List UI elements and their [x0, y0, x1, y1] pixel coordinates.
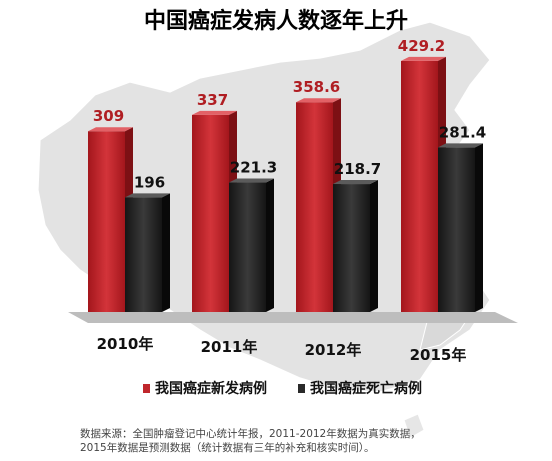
category-label-1: 2011年 [201, 338, 258, 356]
bar-side [370, 180, 378, 312]
bar-top [229, 178, 274, 183]
source-note-line2: 2015年数据是预测数据（统计数据有三年的补充和核实时间）。 [80, 441, 374, 454]
value-label-death-0: 196 [134, 173, 165, 191]
bar-death-3 [438, 143, 483, 312]
chart-title: 中国癌症发病人数逐年上升 [144, 8, 408, 34]
bar-front [401, 60, 438, 312]
bar-top [401, 56, 446, 61]
bar-top [438, 143, 483, 148]
legend-swatch-new [143, 384, 150, 393]
bar-top [296, 98, 341, 103]
bar-front [192, 114, 229, 312]
value-labels-layer: 309 196 337 221.3 358.6 218.7 429.2 281.4 [93, 37, 486, 191]
value-label-new-2: 358.6 [293, 78, 340, 96]
legend-label-death: 我国癌症死亡病例 [310, 380, 422, 397]
value-label-new-3: 429.2 [398, 37, 445, 55]
value-label-death-2: 218.7 [334, 160, 381, 178]
bar-death-1 [229, 178, 274, 312]
bars-layer [88, 56, 483, 313]
category-label-3: 2015年 [410, 346, 467, 364]
bar-top [88, 127, 133, 132]
bar-side [162, 193, 170, 312]
value-label-death-1: 221.3 [230, 159, 277, 177]
bar-front [333, 184, 370, 312]
bar-front [438, 147, 475, 312]
bar-front [88, 131, 125, 312]
value-label-new-1: 337 [197, 91, 228, 109]
bar-top [333, 180, 378, 185]
legend-label-new: 我国癌症新发病例 [155, 380, 267, 397]
bar-front [229, 182, 266, 312]
source-note-line1: 数据来源：全国肿瘤登记中心统计年报，2011-2012年数据为真实数据， [80, 427, 421, 440]
bar-side [266, 178, 274, 312]
bar-top [192, 110, 237, 115]
chart-floor [68, 312, 518, 323]
category-labels-layer: 2010年 2011年 2012年 2015年 [97, 335, 467, 364]
legend: 我国癌症新发病例 我国癌症死亡病例 [143, 380, 422, 397]
value-label-new-0: 309 [93, 107, 124, 125]
category-label-2: 2012年 [305, 341, 362, 359]
bar-new-0 [88, 127, 133, 312]
legend-swatch-death [298, 384, 305, 393]
bar-front [125, 197, 162, 312]
bar-death-2 [333, 180, 378, 312]
value-label-death-3: 281.4 [439, 123, 486, 141]
bar-side [475, 143, 483, 312]
bar-death-0 [125, 193, 170, 312]
bar-front [296, 102, 333, 313]
category-label-0: 2010年 [97, 335, 154, 353]
bar-top [125, 193, 170, 198]
bar-new-2 [296, 98, 341, 313]
